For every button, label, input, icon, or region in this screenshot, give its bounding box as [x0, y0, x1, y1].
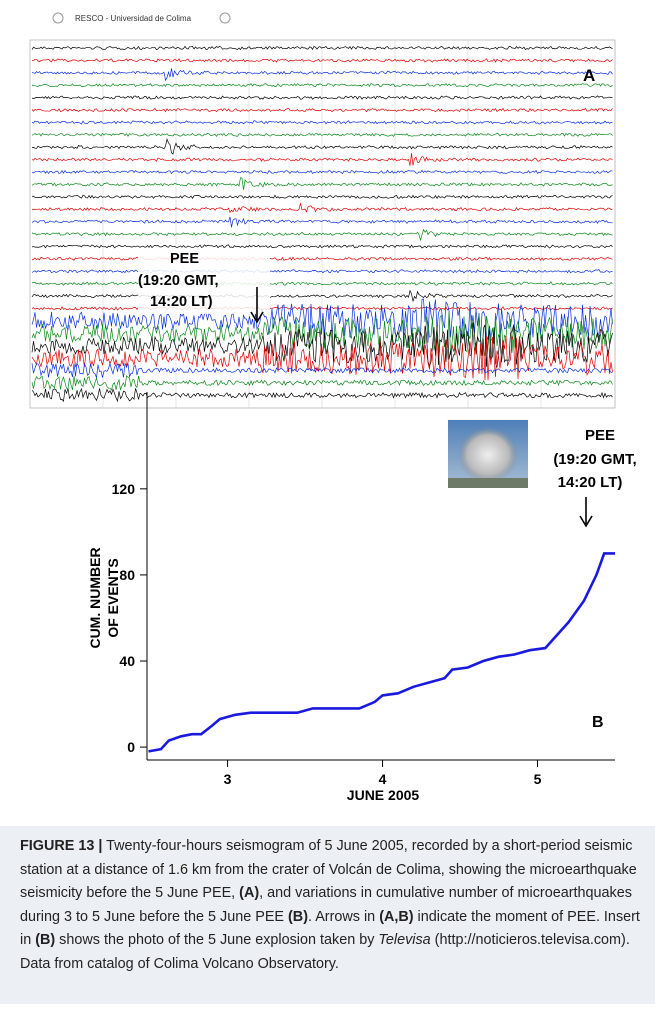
trace — [31, 120, 613, 125]
x-tick-label: 3 — [224, 771, 232, 787]
trace — [31, 203, 613, 214]
caption-label: FIGURE 13 | — [20, 838, 103, 854]
seismogram-header: RESCO - Universidad de Colima — [75, 14, 192, 23]
trace — [31, 137, 613, 155]
trace — [31, 387, 613, 403]
caption-text: Twenty-four-hours seismogram of 5 June 2… — [20, 838, 637, 902]
annotation: 14:20 LT) — [558, 474, 623, 491]
logo — [52, 12, 64, 24]
trace — [31, 68, 613, 82]
trace — [31, 269, 613, 274]
y-tick-label: 120 — [112, 481, 136, 497]
logo — [219, 12, 231, 24]
trace — [31, 45, 613, 51]
panel-label: A — [583, 66, 595, 85]
annotation: PEE — [585, 427, 615, 444]
trace — [31, 244, 613, 249]
caption-text: , and variations in cumulative number of… — [20, 885, 632, 925]
caption-text: (http://noticieros.televisa.com). Data f… — [20, 932, 630, 972]
annotation: 14:20 LT) — [150, 294, 213, 310]
trace — [31, 289, 613, 302]
caption-text: shows the photo of the 5 June explosion … — [55, 932, 379, 949]
y-tick-label: 0 — [127, 739, 135, 755]
seismogram-panel: RESCO - Universidad de Colima A PEE (19:… — [29, 12, 616, 409]
y-axis-label: CUM. NUMBER — [87, 547, 103, 648]
trace — [31, 281, 613, 286]
annotation-bg — [138, 248, 270, 314]
chart-panel: PEE (19:20 GMT, 14:20 LT) B CUM. NUMBER … — [87, 392, 637, 803]
annotation: (19:20 GMT, — [138, 273, 219, 289]
annotation: (19:20 GMT, — [553, 451, 636, 468]
trace — [31, 362, 613, 379]
trace — [31, 194, 613, 200]
trace — [31, 58, 613, 63]
trace — [31, 306, 613, 311]
trace — [31, 216, 613, 228]
photo-ground — [448, 478, 528, 488]
figure: RESCO - Universidad de Colima A PEE (19:… — [29, 12, 637, 803]
caption-text: indicate the moment of PEE. Insert in — [20, 908, 640, 949]
trace — [31, 153, 613, 166]
photo-cloud — [458, 427, 518, 483]
x-tick-label: 5 — [534, 771, 542, 787]
trace — [31, 375, 613, 391]
arrow-head — [579, 515, 593, 528]
trace — [31, 82, 613, 88]
x-tick-label: 4 — [379, 771, 387, 787]
trace — [31, 311, 613, 356]
y-tick-label: 40 — [119, 653, 135, 669]
trace — [31, 177, 613, 190]
caption-source: Televisa — [378, 932, 431, 949]
trace — [31, 335, 613, 381]
y-tick-label: 80 — [119, 567, 135, 583]
trace — [31, 107, 613, 113]
y-axis-label: OF EVENTS — [105, 558, 121, 637]
seismogram-frame — [29, 39, 616, 409]
trace — [31, 95, 613, 100]
caption-ref: (B) — [288, 908, 308, 925]
caption-ref: (B) — [35, 932, 56, 949]
panel-label: B — [592, 714, 604, 731]
traces — [29, 40, 613, 408]
data-line — [148, 552, 615, 753]
arrow-head — [250, 311, 264, 324]
caption-ref: (A,B) — [379, 908, 414, 925]
trace — [31, 228, 613, 242]
annotation: PEE — [170, 251, 199, 267]
trace — [31, 169, 613, 175]
trace — [31, 132, 613, 138]
trace — [31, 298, 613, 344]
caption: FIGURE 13 | Twenty-four-hours seismogram… — [0, 826, 655, 1004]
caption-ref: (A) — [239, 885, 260, 902]
trace — [31, 256, 613, 261]
caption-text: . Arrows in — [308, 908, 380, 925]
x-axis-label: JUNE 2005 — [347, 787, 420, 803]
